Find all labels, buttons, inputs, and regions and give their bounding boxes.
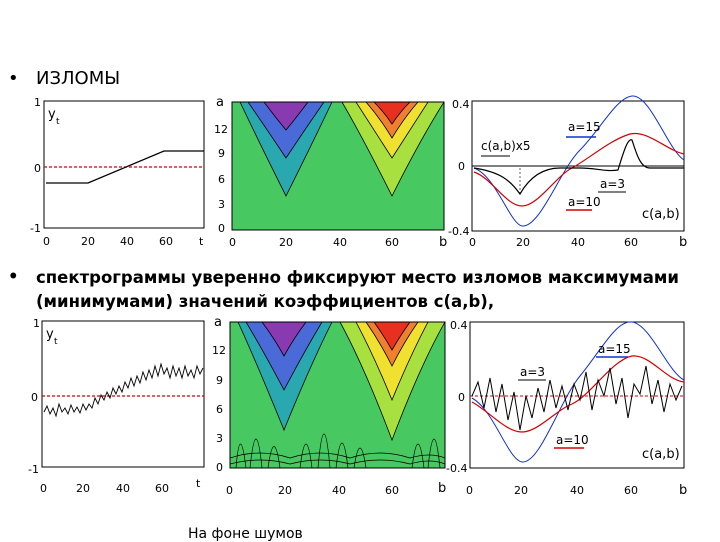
- y-tick: 0: [458, 160, 465, 173]
- x-axis-label: t: [199, 235, 204, 248]
- y-tick: -0.4: [448, 225, 469, 238]
- y-tick: 6: [216, 403, 223, 416]
- y-tick: -1: [30, 222, 41, 235]
- y-tick: 0: [458, 391, 465, 404]
- label-a15: a=15: [568, 120, 601, 134]
- x-tick: 20: [278, 484, 292, 497]
- bullet-marker: •: [8, 267, 19, 286]
- label-a10: a=10: [568, 195, 601, 209]
- y-axis-subscript: t: [54, 337, 58, 347]
- y-tick: 9: [218, 147, 225, 160]
- x-axis-label: b: [438, 481, 446, 496]
- y-axis-subscript: t: [56, 117, 60, 127]
- bullet-marker: •: [8, 68, 19, 89]
- y-axis-label: a: [216, 95, 224, 110]
- y-tick: 0.4: [452, 98, 470, 111]
- x-tick: 20: [514, 484, 528, 497]
- y-tick: 6: [218, 173, 225, 186]
- x-tick: 40: [333, 236, 347, 249]
- x-axis-label: b: [679, 235, 687, 250]
- y-tick: 0: [34, 162, 41, 175]
- x-tick: 0: [43, 235, 50, 248]
- series-a3: [471, 365, 683, 431]
- series-a15: [471, 321, 685, 463]
- y-tick: 3: [216, 432, 223, 445]
- y-tick: 1: [34, 96, 41, 109]
- label-a3: a=3: [600, 177, 625, 191]
- series-a3: [473, 139, 684, 196]
- middle-top-spectrogram: a 12 9 6 3 0 0 20 40 60 b: [214, 95, 447, 250]
- y-tick: 0.4: [450, 319, 468, 332]
- y-tick: -0.4: [446, 462, 467, 475]
- x-tick: 40: [116, 482, 130, 495]
- series-a10: [471, 355, 685, 433]
- series-a15: [473, 95, 685, 227]
- caption-noise: На фоне шумов: [188, 526, 303, 542]
- x-axis-label: t: [196, 477, 201, 490]
- y-axis-label: y: [46, 327, 54, 342]
- left-bottom-plot: y t 1 0 -1 0 20 40 60 t: [28, 317, 205, 495]
- y-tick: 12: [212, 344, 226, 357]
- label-scale: c(a,b)x5: [481, 139, 530, 153]
- x-tick: 60: [385, 236, 399, 249]
- series-line: [46, 150, 204, 184]
- y-tick: -1: [28, 463, 39, 476]
- x-tick: 20: [76, 482, 90, 495]
- y-tick: 0: [31, 391, 38, 404]
- label-a10: a=10: [556, 433, 589, 447]
- x-tick: 40: [571, 236, 585, 249]
- left-top-plot: y t 1 0 -1 0 20 40 60 t: [30, 96, 205, 248]
- bullet-izlomy: • ИЗЛОМЫ: [8, 68, 608, 92]
- x-axis-label: b: [679, 483, 687, 498]
- x-tick: 0: [226, 484, 233, 497]
- plot-frame: [41, 320, 205, 468]
- right-bottom-coefficients: a=3 a=15 a=10 c(a,b) 0.4 0 -0.4 0 20 40 …: [446, 319, 687, 498]
- x-tick: 60: [385, 484, 399, 497]
- noisy-series-line: [43, 362, 204, 418]
- bullet-text: ИЗЛОМЫ: [36, 68, 121, 89]
- x-tick: 20: [81, 235, 95, 248]
- x-tick: 20: [516, 236, 530, 249]
- x-tick: 40: [570, 484, 584, 497]
- label-a3: a=3: [520, 365, 545, 379]
- x-tick: 60: [155, 482, 169, 495]
- y-tick: 0: [218, 222, 225, 235]
- middle-bottom-spectrogram: a 12 9 6 3 0 0 20 40 60 b: [212, 315, 446, 497]
- x-axis-label: b: [439, 235, 447, 250]
- x-tick: 60: [624, 236, 638, 249]
- x-tick: 60: [159, 235, 173, 248]
- x-tick: 0: [469, 236, 476, 249]
- x-tick: 40: [332, 484, 346, 497]
- plot-frame: [229, 321, 446, 469]
- x-tick: 0: [229, 236, 236, 249]
- bullet-spectrogram: • спектрограммы уверенно фиксируют место…: [8, 266, 713, 314]
- y-axis-label: a: [214, 315, 222, 330]
- y-tick: 12: [214, 123, 228, 136]
- label-coef: c(a,b): [642, 447, 680, 462]
- x-tick: 0: [40, 482, 47, 495]
- y-axis-label: y: [48, 107, 56, 122]
- x-tick: 60: [624, 484, 638, 497]
- plot-frame: [469, 321, 685, 469]
- y-tick: 9: [216, 374, 223, 387]
- y-tick: 3: [218, 198, 225, 211]
- plot-frame: [231, 101, 445, 231]
- x-tick: 20: [279, 236, 293, 249]
- plot-frame: [43, 100, 205, 229]
- y-tick: 0: [216, 461, 223, 474]
- right-top-coefficients: c(a,b)x5 a=15 a=3 a=10 c(a,b) 0.4 0 -0.4…: [448, 95, 687, 250]
- label-a15: a=15: [598, 342, 631, 356]
- x-tick: 0: [466, 484, 473, 497]
- label-coef: c(a,b): [642, 207, 680, 222]
- x-tick: 40: [120, 235, 134, 248]
- y-tick: 1: [33, 317, 40, 330]
- bullet-text: спектрограммы уверенно фиксируют место и…: [36, 268, 679, 311]
